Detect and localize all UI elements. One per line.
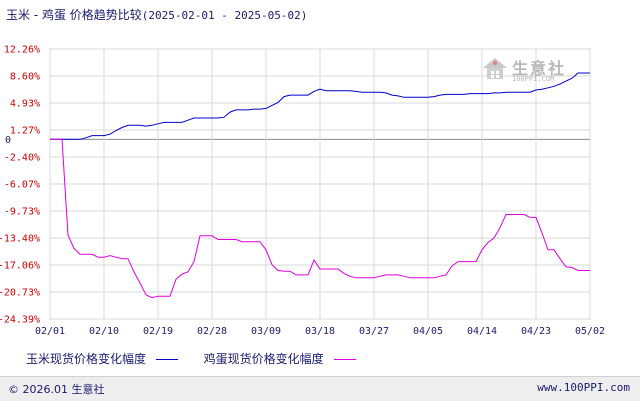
- legend-item-egg: 鸡蛋现货价格变化幅度: [204, 350, 356, 367]
- legend-item-corn: 玉米现货价格变化幅度: [26, 350, 178, 367]
- site-url-link[interactable]: www.100PPI.com: [537, 381, 630, 394]
- chart-title-series: 玉米 - 鸡蛋 价格趋势比较: [6, 8, 142, 22]
- x-tick-label: 02/28: [197, 326, 227, 337]
- y-tick-label: -13.40%: [0, 234, 40, 245]
- house-icon: [483, 58, 507, 79]
- x-tick-label: 04/14: [467, 326, 497, 337]
- y-tick-label: -20.73%: [0, 288, 40, 299]
- chart-title: 玉米 - 鸡蛋 价格趋势比较(2025-02-01 - 2025-05-02): [6, 6, 307, 23]
- x-tick-label: 03/09: [251, 326, 281, 337]
- y-tick-label: -24.39%: [0, 315, 40, 326]
- y-tick-label: 4.93%: [10, 99, 40, 110]
- y-tick-label: -6.07%: [4, 180, 40, 191]
- legend: 玉米现货价格变化幅度 鸡蛋现货价格变化幅度: [26, 350, 378, 367]
- watermark-url: 100PPI.COM: [512, 75, 555, 83]
- watermark-logo: 生意社 100PPI.COM: [482, 54, 592, 84]
- y-tick-label: 8.60%: [10, 71, 40, 82]
- y-tick-label: 12.26%: [4, 45, 40, 56]
- chart-title-date-range: (2025-02-01 - 2025-05-02): [141, 9, 308, 22]
- grid-lines: [49, 48, 591, 320]
- x-tick-label: 04/23: [521, 326, 551, 337]
- y-tick-label: -9.73%: [4, 207, 40, 218]
- series-line-egg: [50, 138, 590, 299]
- copyright-text: © 2026.01 生意社: [8, 383, 105, 396]
- x-tick-label: 02/01: [35, 326, 65, 337]
- y-tick-label: -17.06%: [0, 261, 40, 272]
- legend-label-corn: 玉米现货价格变化幅度: [26, 352, 147, 366]
- x-tick-label: 05/02: [575, 326, 605, 337]
- legend-swatch-egg: [333, 359, 356, 360]
- x-tick-label: 03/18: [305, 326, 335, 337]
- legend-label-egg: 鸡蛋现货价格变化幅度: [203, 352, 324, 366]
- x-tick-label: 02/10: [89, 326, 119, 337]
- x-axis-ticks: 02/01 02/10 02/19 02/28 03/09 03/18 03/27 04/05…: [35, 326, 605, 337]
- series-lines: [50, 72, 590, 299]
- watermark-name: 生意社: [512, 59, 567, 78]
- y-axis-ticks: 12.26% 8.60% 4.93% 1.27%0 -2.40% -6.07% -9.73%…: [0, 45, 40, 326]
- x-tick-label: 04/05: [413, 326, 443, 337]
- legend-swatch-corn: [155, 359, 178, 360]
- y-tick-label: -2.40%: [4, 153, 40, 164]
- x-tick-label: 03/27: [359, 326, 389, 337]
- footer-bar: © 2026.01 生意社 www.100PPI.com: [0, 376, 640, 401]
- series-line-corn: [50, 72, 590, 140]
- x-tick-label: 02/19: [143, 326, 173, 337]
- y-tick-label: 1.27%: [10, 125, 40, 136]
- y-tick-label: 0: [5, 135, 11, 146]
